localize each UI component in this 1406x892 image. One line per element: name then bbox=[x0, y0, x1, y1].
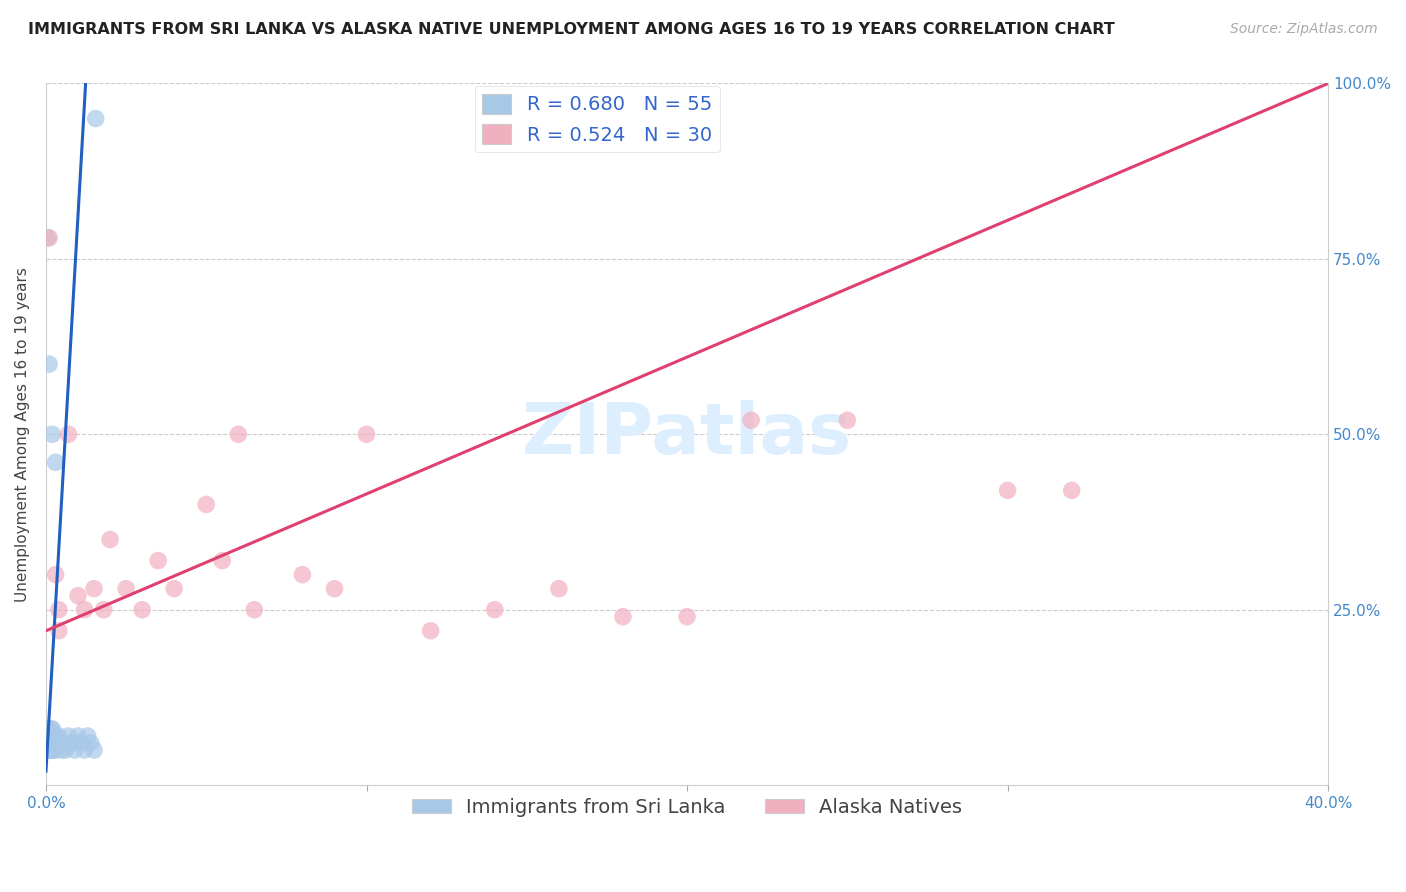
Point bbox=[63, 743, 86, 757]
Point bbox=[60, 736, 83, 750]
Point bbox=[1060, 483, 1083, 498]
Point bbox=[35, 729, 58, 743]
Point bbox=[146, 553, 169, 567]
Point bbox=[37, 743, 59, 757]
Point bbox=[484, 603, 506, 617]
Point bbox=[51, 736, 73, 750]
Point bbox=[45, 729, 67, 743]
Point bbox=[45, 455, 67, 469]
Point bbox=[38, 736, 60, 750]
Point bbox=[41, 736, 63, 750]
Point bbox=[53, 743, 76, 757]
Point bbox=[38, 743, 60, 757]
Point bbox=[37, 736, 59, 750]
Point bbox=[76, 729, 98, 743]
Point bbox=[38, 357, 60, 371]
Point bbox=[323, 582, 346, 596]
Point bbox=[37, 736, 59, 750]
Point bbox=[37, 743, 59, 757]
Point bbox=[70, 736, 93, 750]
Text: ZIPatlas: ZIPatlas bbox=[522, 400, 852, 469]
Point bbox=[45, 736, 67, 750]
Point bbox=[98, 533, 121, 547]
Point bbox=[41, 729, 63, 743]
Point bbox=[39, 743, 62, 757]
Point bbox=[547, 582, 569, 596]
Point bbox=[83, 743, 105, 757]
Point bbox=[612, 609, 634, 624]
Point bbox=[84, 112, 107, 126]
Point bbox=[37, 231, 59, 245]
Point bbox=[48, 624, 70, 638]
Point bbox=[39, 722, 62, 736]
Point bbox=[48, 603, 70, 617]
Y-axis label: Unemployment Among Ages 16 to 19 years: Unemployment Among Ages 16 to 19 years bbox=[15, 267, 30, 602]
Point bbox=[38, 736, 60, 750]
Point bbox=[37, 722, 59, 736]
Point bbox=[48, 729, 70, 743]
Point bbox=[39, 729, 62, 743]
Point bbox=[37, 736, 59, 750]
Point bbox=[676, 609, 699, 624]
Point bbox=[39, 743, 62, 757]
Point bbox=[211, 553, 233, 567]
Point bbox=[41, 722, 63, 736]
Point bbox=[83, 582, 105, 596]
Point bbox=[38, 729, 60, 743]
Point bbox=[131, 603, 153, 617]
Point bbox=[35, 743, 58, 757]
Point bbox=[39, 743, 62, 757]
Point bbox=[243, 603, 266, 617]
Point bbox=[39, 729, 62, 743]
Point bbox=[38, 743, 60, 757]
Point bbox=[115, 582, 138, 596]
Point bbox=[38, 736, 60, 750]
Legend: Immigrants from Sri Lanka, Alaska Natives: Immigrants from Sri Lanka, Alaska Native… bbox=[404, 790, 970, 824]
Point bbox=[419, 624, 441, 638]
Point bbox=[37, 722, 59, 736]
Point bbox=[58, 427, 80, 442]
Point bbox=[45, 567, 67, 582]
Point bbox=[66, 589, 89, 603]
Point bbox=[48, 736, 70, 750]
Point bbox=[38, 231, 60, 245]
Text: IMMIGRANTS FROM SRI LANKA VS ALASKA NATIVE UNEMPLOYMENT AMONG AGES 16 TO 19 YEAR: IMMIGRANTS FROM SRI LANKA VS ALASKA NATI… bbox=[28, 22, 1115, 37]
Point bbox=[291, 567, 314, 582]
Point bbox=[38, 729, 60, 743]
Point bbox=[80, 736, 103, 750]
Point bbox=[37, 729, 59, 743]
Point bbox=[51, 743, 73, 757]
Point bbox=[41, 427, 63, 442]
Point bbox=[41, 736, 63, 750]
Point bbox=[837, 413, 859, 427]
Point bbox=[41, 743, 63, 757]
Point bbox=[73, 603, 96, 617]
Point bbox=[39, 736, 62, 750]
Point bbox=[38, 743, 60, 757]
Point bbox=[58, 729, 80, 743]
Point bbox=[41, 743, 63, 757]
Point bbox=[997, 483, 1019, 498]
Point bbox=[45, 743, 67, 757]
Point bbox=[93, 603, 115, 617]
Point bbox=[38, 743, 60, 757]
Point bbox=[740, 413, 762, 427]
Point bbox=[66, 729, 89, 743]
Point bbox=[163, 582, 186, 596]
Point bbox=[226, 427, 249, 442]
Point bbox=[195, 498, 218, 512]
Point bbox=[73, 743, 96, 757]
Text: Source: ZipAtlas.com: Source: ZipAtlas.com bbox=[1230, 22, 1378, 37]
Point bbox=[356, 427, 378, 442]
Point bbox=[39, 736, 62, 750]
